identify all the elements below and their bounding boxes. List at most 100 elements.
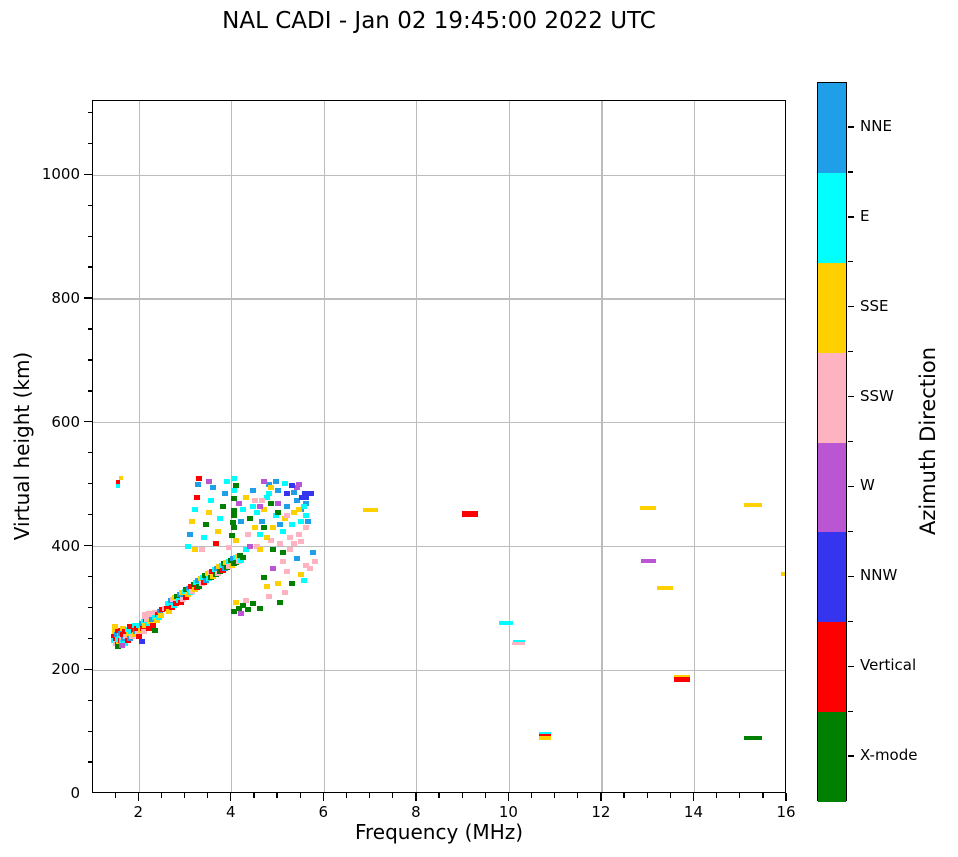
echo-point [261, 574, 268, 580]
y-tick-label: 1000 [41, 165, 80, 184]
gridline-x [323, 101, 325, 792]
echo-point [298, 539, 305, 545]
y-minor-tick [87, 513, 92, 516]
echo-point [363, 507, 379, 512]
echo-point [138, 639, 145, 645]
colorbar-segment-x-mode [818, 712, 846, 802]
y-minor-tick [87, 235, 92, 237]
y-minor-tick [87, 328, 92, 330]
echo-point [247, 544, 254, 549]
echo-point [153, 618, 160, 624]
y-minor-tick [87, 142, 92, 144]
echo-point [203, 522, 210, 528]
y-tick-label: 800 [51, 289, 80, 307]
gridline-x [508, 101, 510, 792]
echo-point [214, 528, 221, 534]
y-tick-label: 0 [70, 784, 80, 802]
echo-point [118, 643, 125, 648]
echo-point [512, 641, 526, 645]
echo-point [277, 522, 284, 528]
echo-point [268, 485, 275, 491]
x-major-tick [785, 793, 787, 801]
echo-point [191, 547, 198, 553]
echo-point [293, 556, 300, 562]
colorbar-label-x-mode: X-mode [860, 746, 918, 765]
colorbar-label-ssw: SSW [860, 386, 894, 405]
echo-point [212, 540, 219, 546]
echo-point [191, 506, 198, 512]
echo-point [118, 476, 123, 481]
x-minor-tick [299, 793, 301, 798]
echo-point [247, 516, 254, 522]
echo-point [219, 503, 226, 509]
colorbar-segment-sse [818, 262, 846, 353]
echo-point [275, 581, 282, 587]
echo-point [312, 559, 319, 565]
echo-point [284, 491, 291, 497]
echo-point [298, 571, 305, 577]
y-minor-tick [87, 699, 92, 701]
y-minor-tick [87, 204, 92, 206]
echo-point [238, 519, 245, 525]
echo-point [158, 613, 165, 619]
echo-point [744, 735, 763, 740]
echo-point [237, 552, 244, 558]
echo-point [309, 550, 316, 556]
colorbar-mid-tick [848, 485, 854, 488]
colorbar-mid-tick [848, 755, 854, 757]
x-tick-label: 14 [683, 803, 703, 821]
echo-point [249, 503, 256, 509]
x-minor-tick [484, 793, 486, 798]
x-major-tick [507, 793, 510, 801]
echo-point [539, 733, 552, 738]
colorbar-label-w: W [860, 476, 875, 495]
x-minor-tick [554, 793, 556, 798]
gridline-x [416, 101, 418, 792]
x-minor-tick [716, 793, 718, 798]
echo-point [201, 534, 208, 540]
x-minor-tick [577, 793, 579, 798]
echo-point [258, 519, 265, 525]
echo-point [231, 488, 238, 494]
echo-point [152, 627, 159, 633]
echo-point [275, 488, 282, 494]
echo-point [231, 513, 238, 519]
echo-point [196, 475, 203, 481]
echo-point [189, 519, 196, 525]
gridline-x [138, 101, 140, 792]
x-major-tick [230, 793, 232, 801]
echo-point [293, 497, 300, 503]
echo-point [657, 585, 674, 590]
colorbar-segment-nnw [818, 532, 846, 623]
echo-point [251, 497, 258, 503]
echo-point [115, 480, 120, 485]
x-major-tick [415, 793, 417, 801]
colorbar-segment-w [818, 442, 846, 533]
echo-point [298, 494, 309, 500]
x-tick-label: 6 [318, 803, 329, 821]
x-minor-tick [183, 793, 186, 798]
gridline-y [93, 298, 785, 300]
y-minor-tick [87, 483, 92, 485]
x-tick-label: 10 [498, 803, 518, 821]
x-minor-tick [623, 793, 625, 798]
x-minor-tick [461, 793, 463, 798]
echo-point [242, 494, 249, 500]
colorbar-segment-e [818, 172, 846, 263]
echo-point [275, 500, 282, 506]
echo-point [232, 483, 239, 489]
colorbar-boundary-tick [848, 440, 853, 443]
echo-point [115, 483, 120, 488]
echo-point [279, 559, 286, 565]
echo-point [302, 491, 315, 497]
gridline-y [93, 174, 785, 176]
colorbar-label-nnw: NNW [860, 566, 898, 585]
echo-point [282, 480, 288, 486]
echo-point [298, 519, 305, 525]
echo-point [780, 572, 785, 577]
colorbar-mid-tick [848, 395, 854, 398]
echo-point [270, 547, 277, 553]
x-minor-tick [345, 793, 348, 798]
echo-point [166, 608, 173, 614]
